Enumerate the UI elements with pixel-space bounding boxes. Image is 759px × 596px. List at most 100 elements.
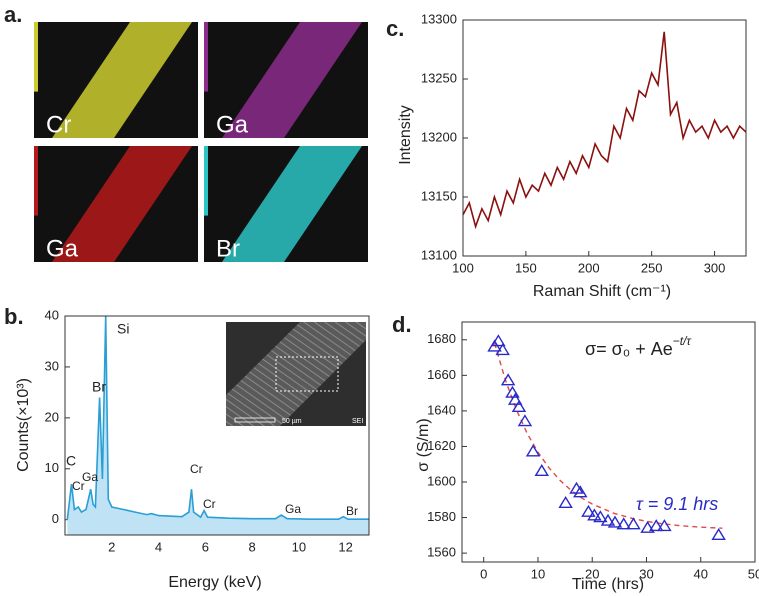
data-point [607, 515, 623, 528]
inset-label: SEI [352, 418, 363, 425]
peak-label: Cr [203, 497, 216, 511]
plot-frame [64, 315, 370, 536]
eds-maps: Cr Ga Ga Br [34, 22, 368, 262]
panel-label: c. [386, 16, 404, 41]
plot-frame [461, 321, 756, 563]
y-tick-label: 1560 [427, 545, 456, 560]
map-flake [52, 146, 192, 262]
peak-label: Si [117, 321, 129, 337]
data-point [616, 517, 631, 530]
y-tick-label: 30 [45, 358, 59, 373]
x-tick-label: 200 [578, 260, 600, 275]
area-fill [67, 316, 370, 535]
x-tick-label: 4 [155, 539, 162, 554]
y-tick-label: 1620 [427, 438, 456, 453]
data-point [711, 527, 726, 541]
x-tick-label: 0 [480, 566, 487, 581]
color-bar [204, 146, 208, 216]
x-tick-label: 40 [694, 566, 708, 581]
panel-label: b. [4, 304, 24, 329]
x-axis-label: Raman Shift (cm⁻¹) [533, 283, 671, 300]
formula: σ= σ₀ + Ae−t/τ [585, 334, 692, 359]
y-tick-label: 13200 [421, 129, 457, 144]
x-tick-label: 100 [452, 260, 474, 275]
y-axis-label: σ (S/m) [415, 418, 432, 471]
y-tick-label: 13300 [421, 11, 457, 26]
spectrum-line [66, 315, 369, 520]
y-tick-label: 20 [45, 409, 59, 424]
map-label: Ga [216, 111, 249, 138]
y-tick-label: 1660 [427, 367, 456, 382]
peak-label: Cr [190, 462, 203, 476]
peak-label: Br [92, 379, 106, 395]
color-bar [34, 22, 38, 92]
x-tick-label: 10 [292, 539, 306, 554]
x-tick-label: 250 [641, 260, 663, 275]
y-axis-label: Intensity [397, 105, 414, 165]
tau-label: τ = 9.1 hrs [636, 494, 718, 514]
data-point [511, 399, 527, 413]
formula-main: σ= σ₀ + Ae [585, 339, 673, 359]
y-tick-label: 40 [45, 307, 59, 322]
plot-frame [462, 19, 747, 257]
data-point [593, 510, 608, 523]
map-label: Br [216, 235, 240, 262]
color-bar [204, 22, 208, 92]
x-tick-label: 30 [639, 566, 653, 581]
y-tick-label: 1600 [427, 473, 456, 488]
x-axis-label: Energy (keV) [168, 574, 261, 591]
peak-label: C [66, 453, 76, 469]
y-tick-label: 1640 [427, 402, 456, 417]
map-flake [222, 22, 362, 138]
data-point [525, 444, 541, 457]
peak-label: Ga [285, 502, 301, 516]
y-axis-label: Counts(×10³) [15, 378, 32, 472]
map-flake [52, 22, 192, 138]
y-tick-label: 13250 [421, 70, 457, 85]
sem-inset: 50 µm SEI [226, 322, 366, 426]
data-point [587, 508, 602, 521]
map-label: Ga [46, 235, 79, 262]
y-tick-label: 13100 [421, 247, 457, 262]
map-flake [222, 146, 362, 262]
data-point [573, 485, 588, 498]
peak-label: Cr [72, 479, 85, 493]
x-tick-label: 12 [338, 539, 352, 554]
x-tick-label: 6 [202, 539, 209, 554]
formula-sup: −t/τ [673, 334, 693, 348]
x-tick-label: 8 [248, 539, 255, 554]
data-point [507, 392, 523, 405]
peak-label: Ga [82, 470, 98, 484]
data-point [657, 519, 672, 532]
data-point [517, 414, 533, 427]
color-bar [34, 146, 38, 216]
data-line [462, 31, 747, 230]
data-point [558, 495, 573, 509]
x-tick-label: 50 [748, 566, 759, 581]
y-tick-label: 1580 [427, 509, 456, 524]
data-point [626, 517, 641, 530]
data-point [500, 373, 516, 386]
x-axis-label: Time (hrs) [572, 576, 644, 593]
data-point [581, 504, 596, 517]
scale-bar [234, 417, 276, 423]
y-tick-label: 10 [45, 460, 59, 475]
scale-label: 50 µm [282, 418, 302, 425]
map-label: Cr [46, 111, 71, 138]
data-point [505, 385, 520, 398]
data-point [600, 513, 616, 526]
data-point [491, 334, 506, 347]
peak-label: Br [346, 504, 358, 518]
x-tick-label: 2 [108, 539, 115, 554]
y-tick-label: 1680 [427, 331, 456, 346]
y-tick-label: 13150 [421, 188, 457, 203]
x-tick-label: 10 [531, 566, 545, 581]
data-point [649, 519, 664, 532]
x-tick-label: 300 [704, 260, 726, 275]
data-point [534, 463, 549, 477]
panel-label: d. [392, 312, 412, 337]
panel-label: a. [4, 2, 22, 27]
inset-flake [226, 322, 366, 426]
y-tick-label: 0 [52, 511, 59, 526]
